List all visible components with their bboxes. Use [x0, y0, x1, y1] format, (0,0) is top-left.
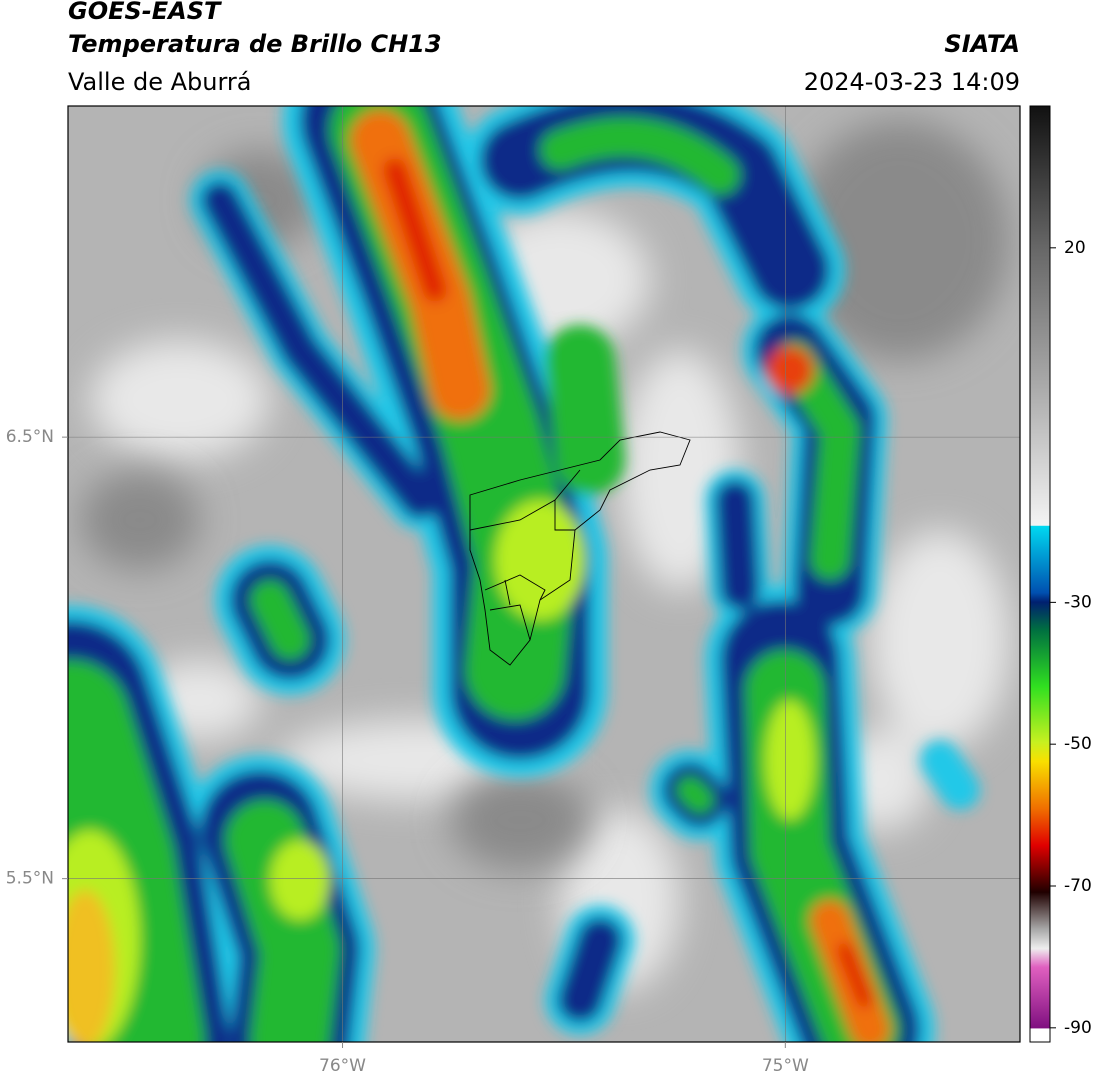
colorbar-tick-label: -90	[1064, 1018, 1092, 1038]
subtitle: Temperatura de Brillo CH13	[68, 30, 442, 58]
datetime: 2024-03-23 14:09	[804, 68, 1020, 96]
source: SIATA	[944, 30, 1020, 58]
colorbar-tick-label: -50	[1064, 734, 1092, 754]
map-frame	[67, 105, 1021, 1043]
x-tick-label: 75°W	[762, 1056, 809, 1076]
admin-boundaries	[469, 431, 691, 666]
colorbar-tick-label: -70	[1064, 876, 1092, 896]
region: Valle de Aburrá	[68, 68, 252, 96]
y-tick-label: 6.5°N	[6, 427, 54, 447]
colorbar	[1029, 105, 1051, 1043]
grid	[68, 106, 1020, 1042]
title: GOES-EAST	[68, 0, 222, 25]
y-tick-label: 5.5°N	[6, 869, 54, 889]
colorbar-tick-label: -30	[1064, 592, 1092, 612]
colorbar-tick-label: 20	[1064, 238, 1086, 258]
x-tick-label: 76°W	[319, 1056, 366, 1076]
satellite-image	[68, 106, 1020, 1042]
